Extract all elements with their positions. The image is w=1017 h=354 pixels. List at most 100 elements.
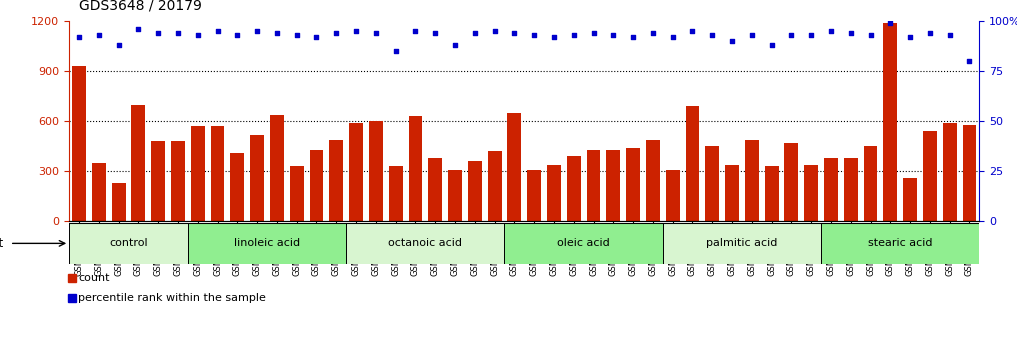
Point [368, 30, 384, 36]
Text: control: control [109, 238, 147, 249]
Bar [92, 163, 106, 221]
Point [764, 42, 780, 48]
Point [724, 38, 740, 44]
Bar [448, 170, 462, 221]
Bar [171, 141, 185, 221]
Bar [270, 115, 284, 221]
Point [684, 28, 701, 34]
Point [645, 30, 661, 36]
Bar [903, 178, 917, 221]
Text: linoleic acid: linoleic acid [234, 238, 300, 249]
Bar [507, 113, 522, 221]
Point [328, 30, 345, 36]
Point [526, 33, 542, 38]
Bar [488, 151, 501, 221]
Point [229, 33, 245, 38]
Point [348, 28, 364, 34]
Bar [69, 223, 188, 264]
Point [170, 30, 186, 36]
Bar [666, 170, 679, 221]
Text: count: count [78, 273, 110, 283]
Bar [725, 165, 739, 221]
Bar [152, 141, 165, 221]
Text: percentile rank within the sample: percentile rank within the sample [78, 293, 266, 303]
Bar [606, 150, 620, 221]
Point [704, 33, 720, 38]
Bar [231, 153, 244, 221]
Point [942, 33, 958, 38]
Point [130, 27, 146, 32]
Bar [188, 223, 346, 264]
Point [71, 34, 87, 40]
Point [625, 34, 642, 40]
Point [803, 33, 820, 38]
Bar [504, 223, 663, 264]
Bar [131, 104, 145, 221]
Text: oleic acid: oleic acid [557, 238, 610, 249]
Point [486, 28, 502, 34]
Point [427, 30, 443, 36]
Bar [821, 223, 979, 264]
Point [289, 33, 305, 38]
Point [546, 34, 562, 40]
Bar [663, 223, 821, 264]
Point [506, 30, 523, 36]
Text: agent: agent [0, 237, 4, 250]
Point [268, 30, 285, 36]
Bar [626, 148, 640, 221]
Bar [706, 146, 719, 221]
Point [605, 33, 621, 38]
Bar [191, 126, 204, 221]
Point [151, 30, 167, 36]
Text: octanoic acid: octanoic acid [388, 238, 463, 249]
Bar [527, 170, 541, 221]
Point [189, 33, 205, 38]
Point [961, 58, 977, 64]
Point [823, 28, 839, 34]
Point [862, 33, 879, 38]
Text: palmitic acid: palmitic acid [706, 238, 778, 249]
Bar [349, 123, 363, 221]
Bar [863, 146, 878, 221]
Point [407, 28, 423, 34]
Point [91, 33, 107, 38]
Bar [330, 139, 343, 221]
Point [210, 28, 226, 34]
Point [308, 34, 324, 40]
Bar [824, 158, 838, 221]
Point [111, 42, 127, 48]
Bar [290, 166, 304, 221]
Bar [388, 166, 403, 221]
Bar [744, 139, 759, 221]
Point [565, 33, 582, 38]
Point [586, 30, 602, 36]
Bar [962, 125, 976, 221]
Point [387, 48, 404, 54]
Bar [765, 166, 779, 221]
Bar [112, 183, 125, 221]
Bar [346, 223, 504, 264]
Bar [646, 139, 660, 221]
Bar [547, 165, 560, 221]
Bar [428, 158, 442, 221]
Bar [784, 143, 798, 221]
Point [249, 28, 265, 34]
Bar [468, 161, 482, 221]
Bar [844, 158, 857, 221]
Bar [685, 106, 700, 221]
Point [743, 33, 760, 38]
Point [446, 42, 463, 48]
Bar [804, 165, 818, 221]
Bar [943, 123, 957, 221]
Bar [923, 131, 937, 221]
Text: stearic acid: stearic acid [868, 238, 933, 249]
Text: GDS3648 / 20179: GDS3648 / 20179 [79, 0, 202, 12]
Point [467, 30, 483, 36]
Point [783, 33, 799, 38]
Bar [72, 66, 86, 221]
Bar [587, 150, 600, 221]
Point [921, 30, 938, 36]
Point [902, 34, 918, 40]
Bar [884, 23, 897, 221]
Bar [409, 116, 422, 221]
